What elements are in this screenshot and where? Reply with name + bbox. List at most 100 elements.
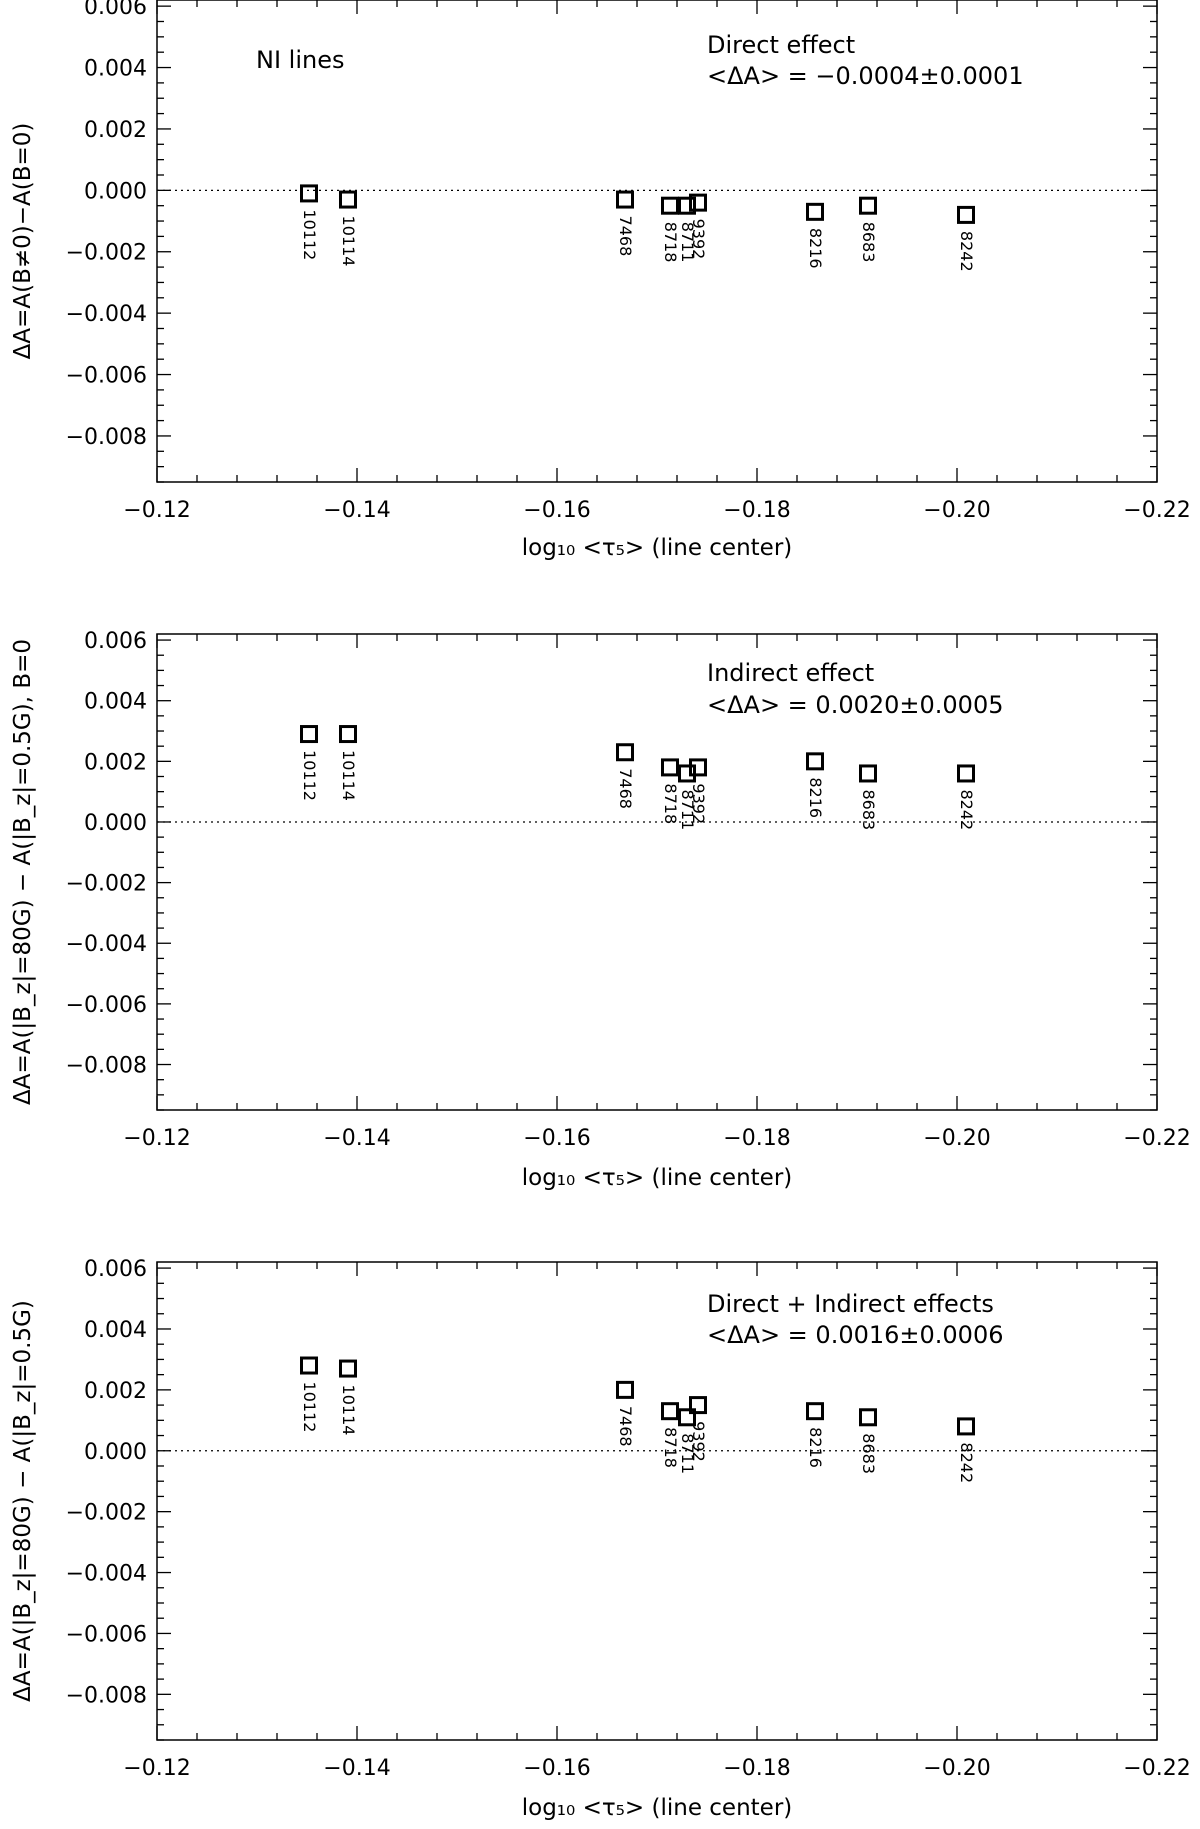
y-tick-label: 0.006 [84,1257,147,1282]
point-label-10114: 10114 [339,1385,358,1436]
plot-frame [156,1261,1158,1741]
y-tick-label: −0.004 [66,932,147,957]
annotation-title: Direct + Indirect effects [707,1290,994,1318]
point-label-8718: 8718 [661,783,680,824]
data-point-8242 [957,205,975,224]
point-label-7468: 7468 [616,768,635,809]
data-point-8242 [957,1417,975,1436]
point-label-7468: 7468 [616,1406,635,1447]
y-tick-label: 0.004 [84,1318,147,1343]
point-label-9392: 9392 [689,219,708,260]
x-tick-label: −0.16 [523,498,590,523]
point-label-7468: 7468 [616,216,635,257]
data-point-8718 [661,758,679,777]
data-point-9392 [689,758,707,777]
data-point-10112 [300,184,318,203]
y-tick-label: −0.006 [66,993,147,1018]
chart-panel-1: −0.12 −0.14 −0.16 −0.18 −0.20 −0.22 −0.008 −0.0… [10,0,1191,561]
point-label-8216: 8216 [806,777,825,818]
data-point-8242 [957,764,975,783]
data-point-8683 [859,196,877,215]
y-tick-label: −0.006 [66,1622,147,1647]
data-point-10112 [300,1356,318,1375]
data-point-9392 [689,193,707,212]
y-axis-title: ΔA=A(|B_z|=80G) − A(|B_z|=0.5G), B=0 [10,639,36,1105]
point-label-9392: 9392 [689,1421,708,1462]
data-point-8216 [806,202,824,221]
annotation-value: <ΔA> = 0.0020±0.0005 [707,691,1003,719]
annotation-title: Indirect effect [707,659,874,687]
point-label-8711: 8711 [678,222,697,263]
x-tick-label: −0.22 [1123,1756,1190,1781]
y-tick-label: 0.002 [84,1379,147,1404]
data-point-8683 [859,764,877,783]
data-point-7468 [616,743,634,762]
point-label-10114: 10114 [339,216,358,267]
point-label-10112: 10112 [300,209,319,260]
data-point-8216 [806,1402,824,1421]
x-tick-label: −0.12 [123,498,190,523]
point-label-8216: 8216 [806,228,825,269]
data-point-8718 [661,1402,679,1421]
y-tick-label: −0.008 [66,1054,147,1079]
point-label-8242: 8242 [957,789,976,830]
x-tick-label: −0.20 [923,498,990,523]
x-tick-label: −0.14 [323,1756,390,1781]
data-point-10114 [339,725,357,744]
chart-panel-2: −0.12 −0.14 −0.16 −0.18 −0.20 −0.22 −0.008 −0.0… [10,629,1191,1191]
y-axis-title: ΔA=A(B≠0)−A(B=0) [10,123,36,360]
point-label-10112: 10112 [300,750,319,801]
point-label-10114: 10114 [339,750,358,801]
y-tick-label: −0.006 [66,364,147,389]
y-tick-label: −0.002 [66,1501,147,1526]
y-tick-label: 0.004 [84,690,147,715]
x-axis-title: log₁₀ <τ₅> (line center) [522,1165,793,1191]
x-tick-label: −0.22 [1123,498,1190,523]
data-point-8711 [678,1408,696,1427]
point-label-8711: 8711 [678,1433,697,1474]
point-label-9392: 9392 [689,783,708,824]
x-axis-title: log₁₀ <τ₅> (line center) [522,535,793,561]
point-label-8718: 8718 [661,222,680,263]
point-label-10112: 10112 [300,1382,319,1433]
x-tick-label: −0.22 [1123,1126,1190,1151]
x-tick-label: −0.18 [723,1126,790,1151]
data-point-8711 [678,196,696,215]
y-axis-title: ΔA=A(|B_z|=80G) − A(|B_z|=0.5G) [10,1300,36,1702]
annotation-title: Direct effect [707,31,855,59]
y-tick-label: 0.000 [84,179,147,204]
data-point-8683 [859,1408,877,1427]
y-tick-label: 0.004 [84,57,147,82]
y-tick-label: 0.002 [84,118,147,143]
y-tick-label: −0.008 [66,425,147,450]
y-tick-label: 0.000 [84,1440,147,1465]
point-label-8242: 8242 [957,231,976,272]
y-tick-label: −0.002 [66,872,147,897]
y-tick-label: −0.008 [66,1683,147,1708]
chart-panel-3: −0.12 −0.14 −0.16 −0.18 −0.20 −0.22 −0.008 −0.0… [10,1257,1191,1821]
x-tick-label: −0.16 [523,1756,590,1781]
data-point-9392 [689,1396,707,1415]
data-point-10114 [339,1359,357,1378]
data-point-10112 [300,725,318,744]
y-tick-label: −0.004 [66,1562,147,1587]
plot-frame [156,633,1158,1111]
point-label-8718: 8718 [661,1427,680,1468]
x-tick-label: −0.16 [523,1126,590,1151]
annotation-value: <ΔA> = −0.0004±0.0001 [707,62,1024,90]
point-label-8683: 8683 [859,222,878,263]
y-tick-label: 0.006 [84,629,147,654]
x-tick-label: −0.14 [323,498,390,523]
x-tick-label: −0.18 [723,1756,790,1781]
y-tick-label: −0.002 [66,241,147,266]
panel-label: NI lines [256,46,344,74]
data-point-8718 [661,196,679,215]
data-point-10114 [339,190,357,209]
annotation-value: <ΔA> = 0.0016±0.0006 [707,1321,1003,1349]
plot-frame [156,0,1158,483]
point-label-8711: 8711 [678,789,697,830]
y-tick-label: 0.002 [84,750,147,775]
y-tick-label: −0.004 [66,302,147,327]
x-axis-title: log₁₀ <τ₅> (line center) [522,1795,793,1821]
